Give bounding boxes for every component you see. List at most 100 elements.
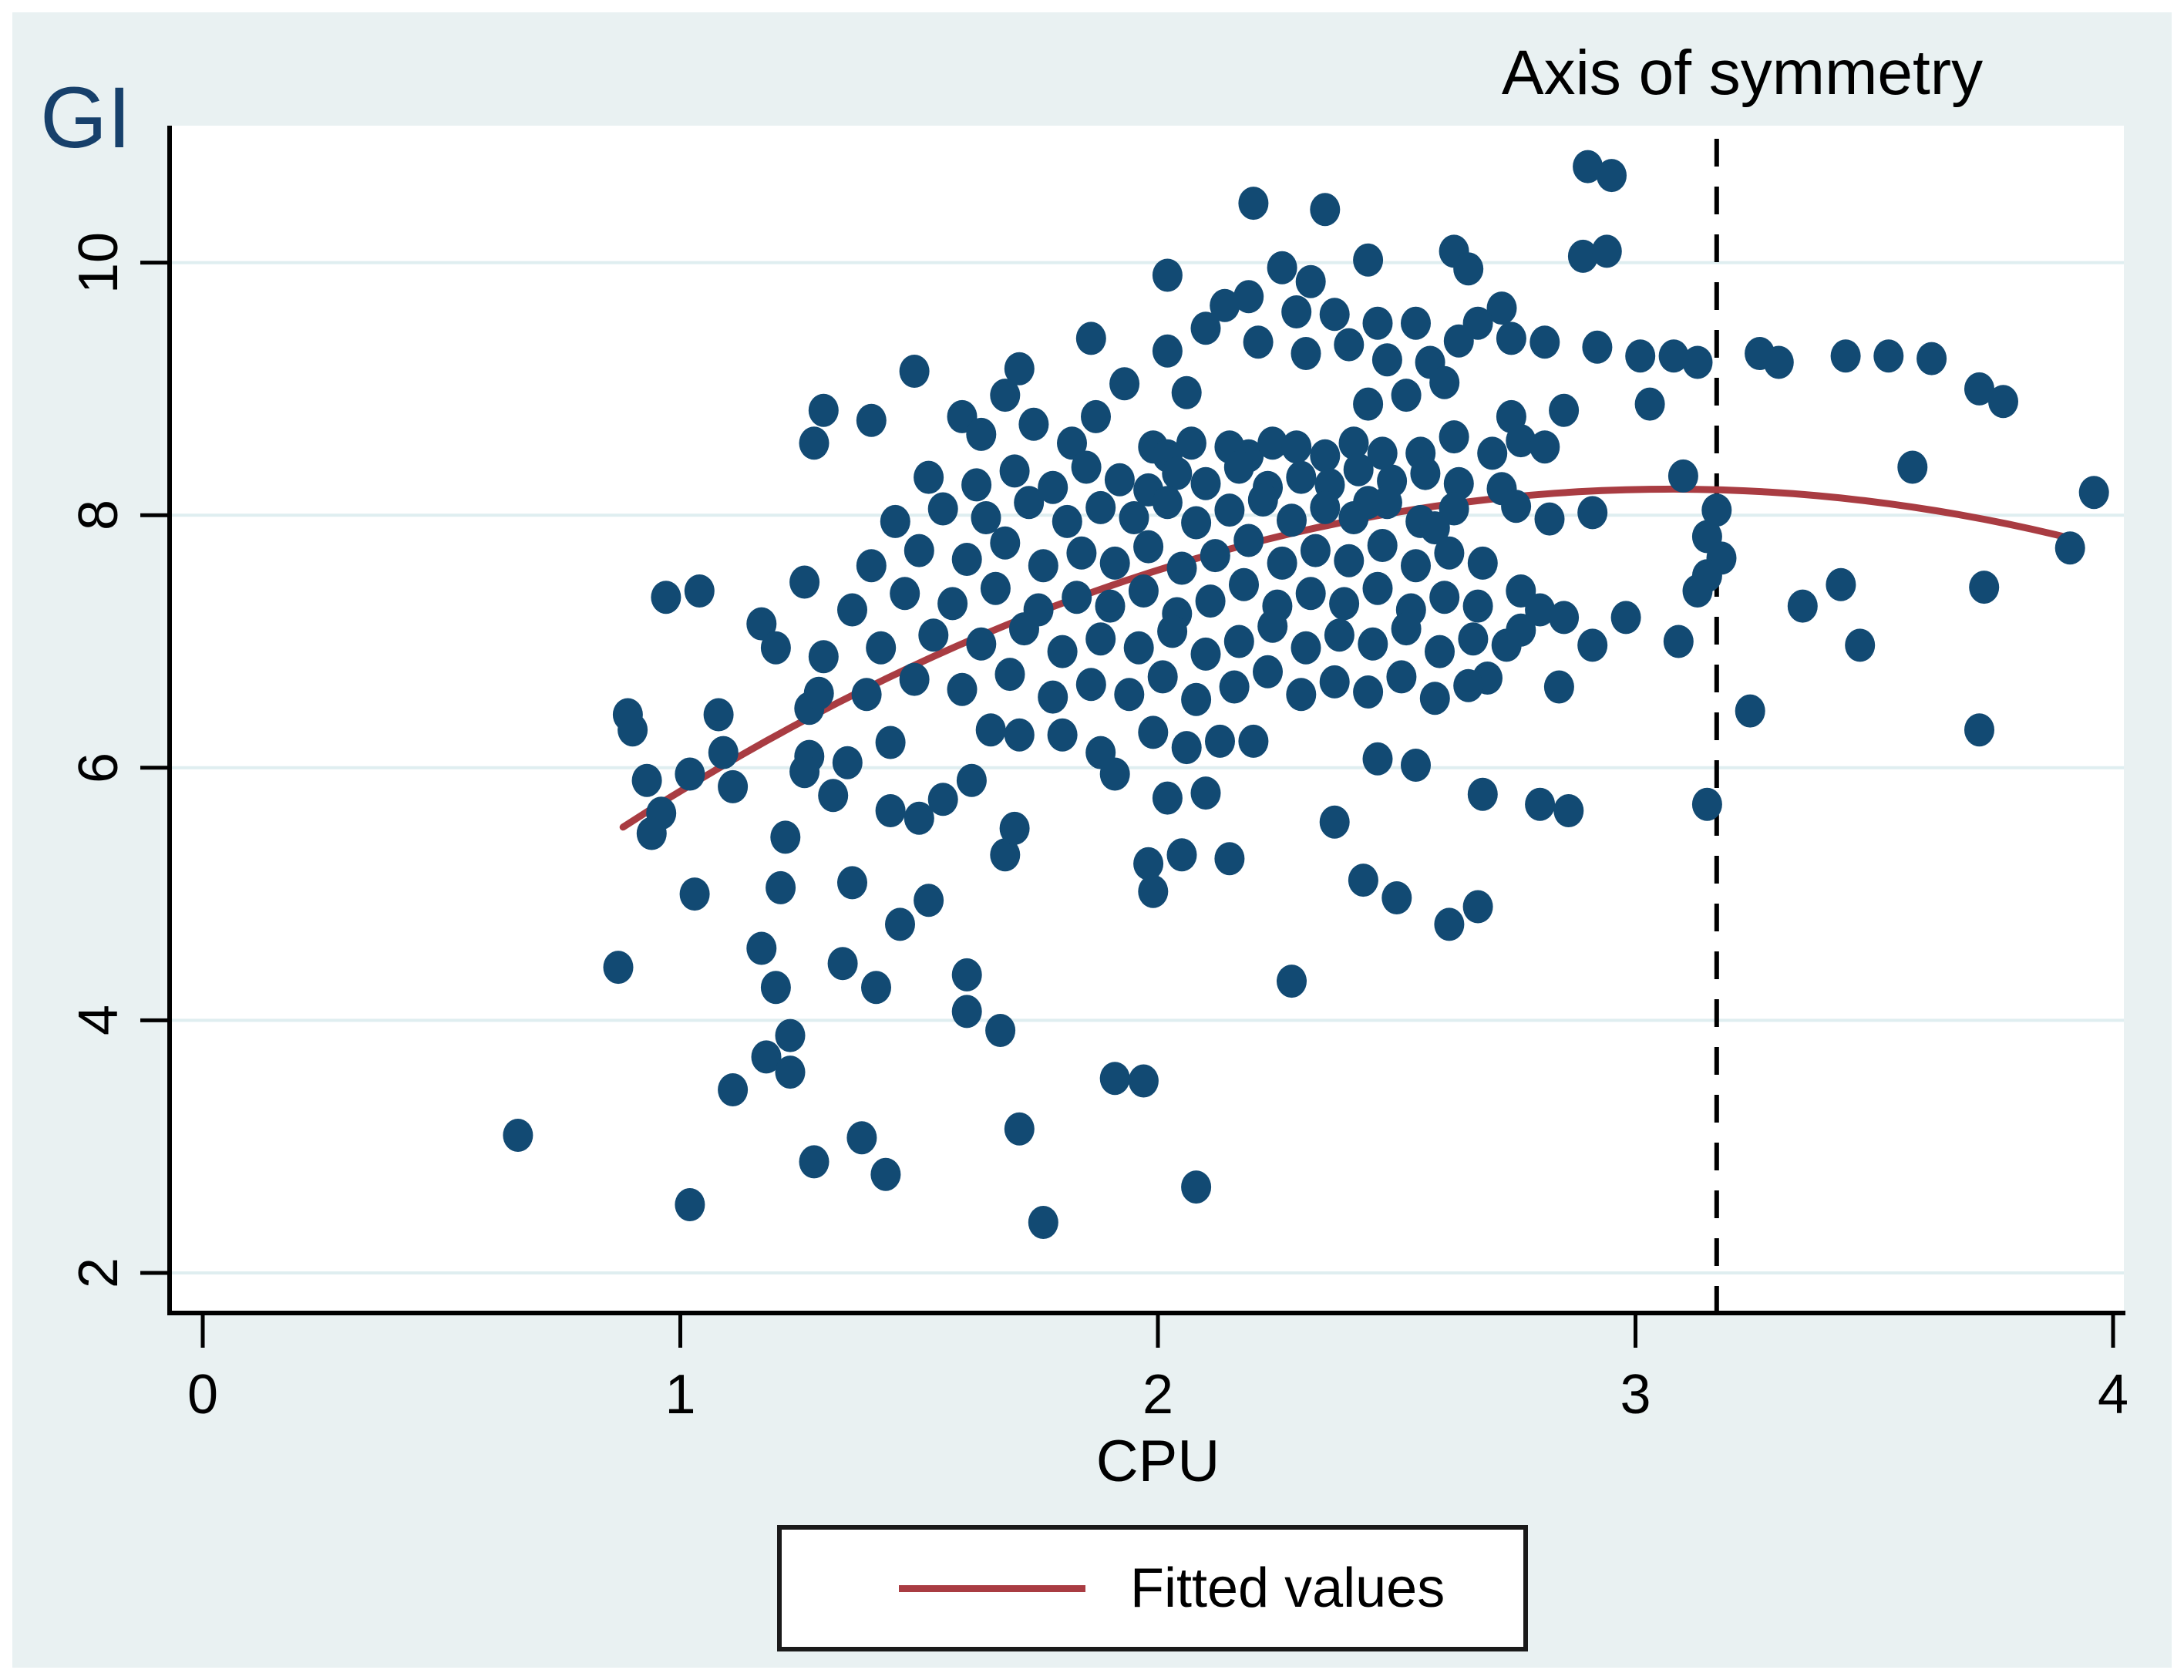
scatter-point (808, 393, 839, 427)
scatter-point (1964, 372, 1994, 406)
scatter-point (1462, 589, 1493, 623)
axis-of-symmetry-label: Axis of symmetry (1501, 38, 1984, 108)
scatter-point (899, 662, 930, 696)
scatter-point (1324, 618, 1354, 652)
scatter-point (1214, 842, 1245, 876)
scatter-point (1057, 426, 1087, 460)
scatter-point (1047, 635, 1078, 668)
fitted-line-swatch (899, 1584, 1085, 1592)
scatter-point (1462, 890, 1493, 924)
scatter-point (1362, 306, 1393, 340)
scatter-point (1553, 794, 1584, 827)
scatter-point (1291, 631, 1321, 665)
scatter-point (746, 607, 777, 641)
scatter-point (1319, 298, 1350, 332)
scatter-point (1610, 601, 1641, 635)
scatter-point (1210, 288, 1240, 322)
scatter-point (618, 713, 648, 747)
scatter-point (1353, 243, 1384, 277)
scatter-point (880, 504, 910, 538)
scatter-point (1233, 524, 1264, 557)
scatter-point (1419, 682, 1450, 715)
scatter-point (1104, 463, 1135, 497)
scatter-point (631, 763, 662, 797)
scatter-point (651, 581, 681, 614)
scatter-point (1701, 493, 1732, 527)
scatter-point (746, 931, 777, 965)
scatter-point (1529, 430, 1560, 464)
scatter-point (1152, 334, 1183, 368)
scatter-point (1267, 251, 1297, 284)
scatter-point (951, 958, 982, 992)
scatter-point (684, 574, 715, 608)
scatter-point (1362, 571, 1393, 605)
scatter-point (1429, 365, 1460, 399)
scatter-point (1577, 496, 1608, 530)
scatter-point (760, 971, 791, 1005)
scatter-point (1095, 589, 1126, 623)
scatter-point (999, 811, 1030, 845)
scatter-point (1128, 1064, 1159, 1098)
scatter-point (1295, 577, 1326, 611)
scatter-point (937, 587, 968, 621)
scatter-point (1916, 342, 1947, 375)
scatter-point (1238, 187, 1269, 221)
scatter-point (1075, 668, 1106, 702)
scatter-point (1310, 193, 1341, 227)
scatter-point (675, 1188, 705, 1221)
scatter-point (708, 736, 739, 769)
scatter-point (1253, 655, 1283, 688)
scatter-point (1845, 628, 1876, 662)
scatter-point (1735, 694, 1765, 728)
scatter-point (856, 403, 887, 437)
scatter-point (1401, 549, 1431, 583)
scatter-point (1348, 864, 1378, 897)
y-tick-label: 10 (68, 231, 130, 294)
scatter-point (1114, 678, 1145, 712)
scatter-point (1085, 490, 1116, 524)
scatter-point (1257, 609, 1288, 643)
scatter-point (1195, 584, 1226, 618)
scatter-point (1004, 352, 1035, 385)
scatter-point (1358, 627, 1388, 661)
scatter-point (1453, 252, 1484, 286)
scatter-point (770, 820, 801, 854)
scatter-point (1190, 776, 1221, 810)
scatter-point (1525, 593, 1556, 627)
scatter-point (1171, 375, 1202, 409)
scatter-point (951, 995, 982, 1029)
scatter-point (789, 565, 820, 599)
scatter-point (1238, 724, 1269, 758)
scatter-point (789, 755, 820, 789)
x-axis-title: CPU (1095, 1429, 1220, 1494)
x-tick-label: 0 (187, 1364, 219, 1426)
scatter-point (1371, 343, 1402, 377)
scatter-point (1338, 501, 1369, 534)
scatter-point (718, 1073, 749, 1106)
scatter-point (1152, 486, 1183, 520)
scatter-point (1310, 439, 1341, 473)
scatter-point (803, 676, 834, 710)
scatter-point (1223, 625, 1254, 658)
scatter-point (1128, 574, 1159, 608)
scatter-point (1334, 328, 1365, 362)
scatter-point (603, 951, 634, 985)
scatter-point (1138, 874, 1169, 908)
scatter-point (1501, 490, 1532, 524)
scatter-point (885, 907, 915, 941)
scatter-point (1549, 393, 1580, 427)
scatter-point (947, 672, 978, 706)
scatter-point (1573, 150, 1604, 183)
scatter-point (1525, 787, 1556, 821)
scatter-point (1691, 787, 1722, 821)
scatter-point (966, 417, 997, 451)
x-tick-label: 1 (665, 1364, 696, 1426)
scatter-point (1964, 713, 1994, 747)
scatter-point (1085, 622, 1116, 656)
scatter-point (1362, 742, 1393, 776)
x-tick-label: 3 (1620, 1364, 1651, 1426)
scatter-point (2078, 476, 2109, 510)
scatter-point (1873, 339, 1904, 373)
scatter-point (1787, 589, 1818, 623)
